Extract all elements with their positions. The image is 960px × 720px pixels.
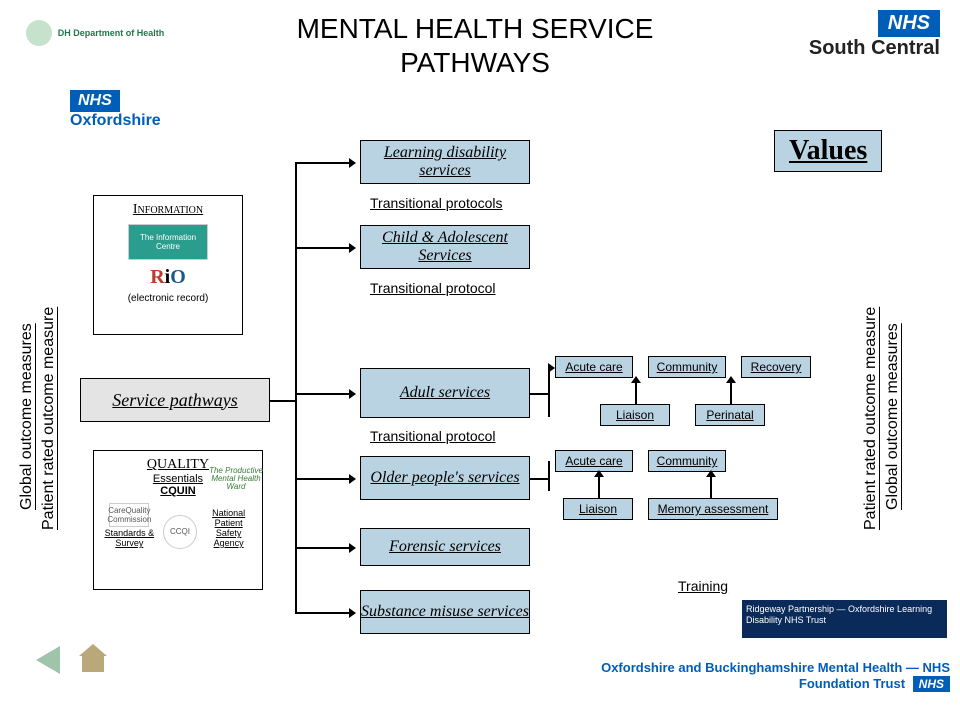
nhs-south-central-logo: NHS South Central [730, 10, 940, 60]
adult-vert [548, 367, 550, 417]
information-centre-logo: The Information Centre [128, 224, 208, 260]
liaison-up [635, 382, 637, 404]
training-link[interactable]: Training [678, 578, 728, 594]
perinatal-up [730, 382, 732, 404]
adult-liaison[interactable]: Liaison [600, 404, 670, 426]
older-community[interactable]: Community [648, 450, 726, 472]
ccqi-logo: CCQI [163, 515, 197, 549]
title-line2: PATHWAYS [400, 47, 550, 78]
child-adolescent-services[interactable]: Child & Adolescent Services [360, 225, 530, 269]
standards-link[interactable]: Standards & Survey [104, 529, 154, 549]
nav-home-icon[interactable] [82, 656, 104, 672]
older-liaison[interactable]: Liaison [563, 498, 633, 520]
learning-disability-services[interactable]: Learning disability services [360, 140, 530, 184]
quality-box: QUALITY Essentials CQUIN CareQuality Com… [93, 450, 263, 590]
adult-acute-care[interactable]: Acute care [555, 356, 633, 378]
adult-to-acute [548, 367, 549, 369]
ridgeway-logo: Ridgeway Partnership — Oxfordshire Learn… [742, 600, 947, 638]
information-heading: Information [100, 202, 236, 218]
transitional-protocols-1[interactable]: Transitional protocols [370, 195, 503, 211]
nhs-oxfordshire-logo: NHS Oxfordshire [70, 90, 220, 130]
left-patient-text: Patient rated outcome measure [40, 240, 58, 530]
adult-community[interactable]: Community [648, 356, 726, 378]
branch-adult [295, 393, 350, 395]
right-global-text: Global outcome measures [884, 260, 902, 510]
transitional-protocol-3[interactable]: Transitional protocol [370, 428, 496, 444]
page-title: MENTAL HEALTH SERVICE PATHWAYS [275, 12, 675, 79]
left-global-text: Global outcome measures [18, 260, 36, 510]
older-memory-up [710, 476, 712, 498]
service-pathways-hub[interactable]: Service pathways [80, 378, 270, 422]
older-peoples-services[interactable]: Older people's services [360, 456, 530, 500]
branch-older [295, 478, 350, 480]
older-outline [530, 478, 548, 480]
branch-forensic [295, 547, 350, 549]
productive-ward-logo: The Productive Mental Health Ward [206, 467, 266, 491]
title-line1: MENTAL HEALTH SERVICE [297, 13, 654, 44]
adult-services[interactable]: Adult services [360, 368, 530, 418]
forensic-services[interactable]: Forensic services [360, 528, 530, 566]
transitional-protocol-2[interactable]: Transitional protocol [370, 280, 496, 296]
connector [270, 400, 295, 402]
information-box: Information The Information Centre RiO (… [93, 195, 243, 335]
adult-recovery[interactable]: Recovery [741, 356, 811, 378]
npsa-link[interactable]: National Patient Safety Agency [206, 509, 252, 549]
older-acute-care[interactable]: Acute care [555, 450, 633, 472]
nav-back-icon[interactable] [36, 646, 60, 674]
connector-trunk [295, 162, 297, 612]
obmh-logo: Oxfordshire and Buckinghamshire Mental H… [560, 660, 950, 692]
branch-cas [295, 247, 350, 249]
electronic-record-text: (electronic record) [100, 293, 236, 304]
older-liaison-up [598, 476, 600, 498]
adult-perinatal[interactable]: Perinatal [695, 404, 765, 426]
values-tag[interactable]: Values [774, 130, 882, 172]
older-vert [548, 461, 550, 491]
substance-misuse-services[interactable]: Substance misuse services [360, 590, 530, 634]
older-memory-assessment[interactable]: Memory assessment [648, 498, 778, 520]
cqc-logo: CareQuality Commission [109, 503, 149, 527]
right-patient-text: Patient rated outcome measure [862, 240, 880, 530]
branch-substance [295, 612, 350, 614]
branch-ld [295, 162, 350, 164]
adult-outline [530, 393, 548, 395]
dh-logo: DH Department of Health [20, 10, 170, 55]
